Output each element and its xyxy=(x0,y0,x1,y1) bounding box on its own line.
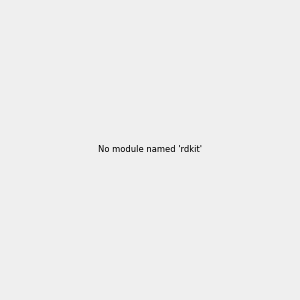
Text: No module named 'rdkit': No module named 'rdkit' xyxy=(98,146,202,154)
